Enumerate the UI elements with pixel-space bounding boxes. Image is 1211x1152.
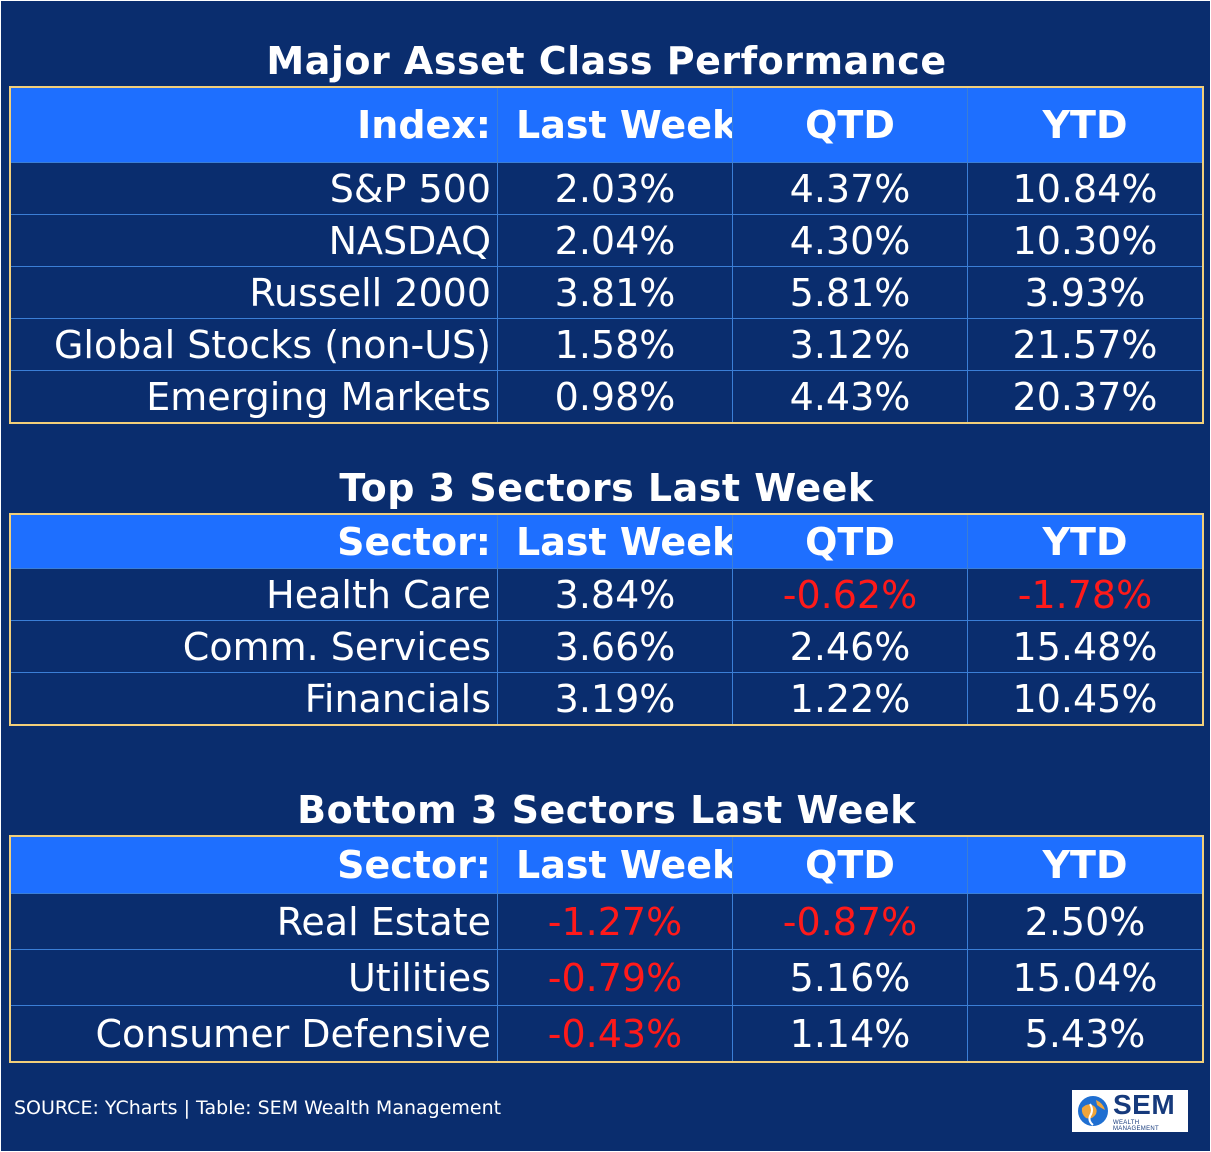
qtd-value: 2.46% [732, 620, 968, 673]
last-week-value: -0.79% [497, 949, 733, 1006]
row-name: S&P 500 [10, 162, 498, 215]
table-header-row: Index: Last Week QTD YTD [10, 87, 1203, 163]
ytd-value: 10.30% [967, 214, 1203, 267]
logo-subtext: WEALTH MANAGEMENT [1113, 1119, 1160, 1132]
header-last-week: Last Week [497, 836, 733, 894]
table-row: Russell 2000 3.81% 5.81% 3.93% [10, 266, 1203, 319]
row-name: Emerging Markets [10, 370, 498, 423]
top-sectors-title: Top 3 Sectors Last Week [339, 466, 874, 510]
header-last-week: Last Week [497, 514, 733, 569]
last-week-value: -0.43% [497, 1005, 733, 1062]
ytd-value: 21.57% [967, 318, 1203, 371]
row-name: Consumer Defensive [10, 1005, 498, 1062]
top-sectors-table: Sector: Last Week QTD YTD Health Care 3.… [9, 513, 1204, 726]
ytd-value: 10.84% [967, 162, 1203, 215]
row-name: Global Stocks (non-US) [10, 318, 498, 371]
header-sector: Sector: [10, 514, 498, 569]
table-row: Health Care 3.84% -0.62% -1.78% [10, 568, 1203, 621]
table-row: Real Estate -1.27% -0.87% 2.50% [10, 893, 1203, 950]
table-row: NASDAQ 2.04% 4.30% 10.30% [10, 214, 1203, 267]
major-asset-class-title: Major Asset Class Performance [266, 39, 947, 83]
table-header-row: Sector: Last Week QTD YTD [10, 514, 1203, 569]
row-name: Utilities [10, 949, 498, 1006]
row-name: Health Care [10, 568, 498, 621]
table-row: Emerging Markets 0.98% 4.43% 20.37% [10, 370, 1203, 423]
last-week-value: 3.66% [497, 620, 733, 673]
header-qtd: QTD [732, 836, 968, 894]
qtd-value: 5.16% [732, 949, 968, 1006]
qtd-value: 3.12% [732, 318, 968, 371]
last-week-value: 3.81% [497, 266, 733, 319]
qtd-value: 4.43% [732, 370, 968, 423]
ytd-value: 2.50% [967, 893, 1203, 950]
row-name: Russell 2000 [10, 266, 498, 319]
last-week-value: 1.58% [497, 318, 733, 371]
last-week-value: 3.19% [497, 672, 733, 725]
header-sector: Sector: [10, 836, 498, 894]
major-asset-class-table: Index: Last Week QTD YTD S&P 500 2.03% 4… [9, 86, 1204, 424]
source-caption: SOURCE: YCharts | Table: SEM Wealth Mana… [14, 1097, 502, 1119]
sem-globe-icon [1078, 1096, 1108, 1126]
header-ytd: YTD [967, 87, 1203, 163]
row-name: Financials [10, 672, 498, 725]
last-week-value: 0.98% [497, 370, 733, 423]
header-ytd: YTD [967, 514, 1203, 569]
ytd-value: 10.45% [967, 672, 1203, 725]
ytd-value: 15.04% [967, 949, 1203, 1006]
header-index: Index: [10, 87, 498, 163]
qtd-value: 1.14% [732, 1005, 968, 1062]
sem-logo: SEM WEALTH MANAGEMENT [1072, 1090, 1188, 1132]
table-row: Global Stocks (non-US) 1.58% 3.12% 21.57… [10, 318, 1203, 371]
qtd-value: -0.87% [732, 893, 968, 950]
qtd-value: 5.81% [732, 266, 968, 319]
qtd-value: 1.22% [732, 672, 968, 725]
bottom-sectors-table: Sector: Last Week QTD YTD Real Estate -1… [9, 835, 1204, 1063]
row-name: NASDAQ [10, 214, 498, 267]
table-row: Consumer Defensive -0.43% 1.14% 5.43% [10, 1005, 1203, 1062]
last-week-value: 3.84% [497, 568, 733, 621]
row-name: Comm. Services [10, 620, 498, 673]
table-row: Utilities -0.79% 5.16% 15.04% [10, 949, 1203, 1006]
last-week-value: 2.04% [497, 214, 733, 267]
ytd-value: 3.93% [967, 266, 1203, 319]
row-name: Real Estate [10, 893, 498, 950]
qtd-value: -0.62% [732, 568, 968, 621]
ytd-value: 15.48% [967, 620, 1203, 673]
last-week-value: 2.03% [497, 162, 733, 215]
last-week-value: -1.27% [497, 893, 733, 950]
table-row: S&P 500 2.03% 4.37% 10.84% [10, 162, 1203, 215]
table-row: Comm. Services 3.66% 2.46% 15.48% [10, 620, 1203, 673]
header-qtd: QTD [732, 514, 968, 569]
ytd-value: 20.37% [967, 370, 1203, 423]
logo-text: SEM [1113, 1088, 1176, 1120]
ytd-value: 5.43% [967, 1005, 1203, 1062]
ytd-value: -1.78% [967, 568, 1203, 621]
table-row: Financials 3.19% 1.22% 10.45% [10, 672, 1203, 725]
bottom-sectors-title: Bottom 3 Sectors Last Week [297, 788, 916, 832]
header-last-week: Last Week [497, 87, 733, 163]
table-header-row: Sector: Last Week QTD YTD [10, 836, 1203, 894]
qtd-value: 4.30% [732, 214, 968, 267]
header-ytd: YTD [967, 836, 1203, 894]
header-qtd: QTD [732, 87, 968, 163]
qtd-value: 4.37% [732, 162, 968, 215]
